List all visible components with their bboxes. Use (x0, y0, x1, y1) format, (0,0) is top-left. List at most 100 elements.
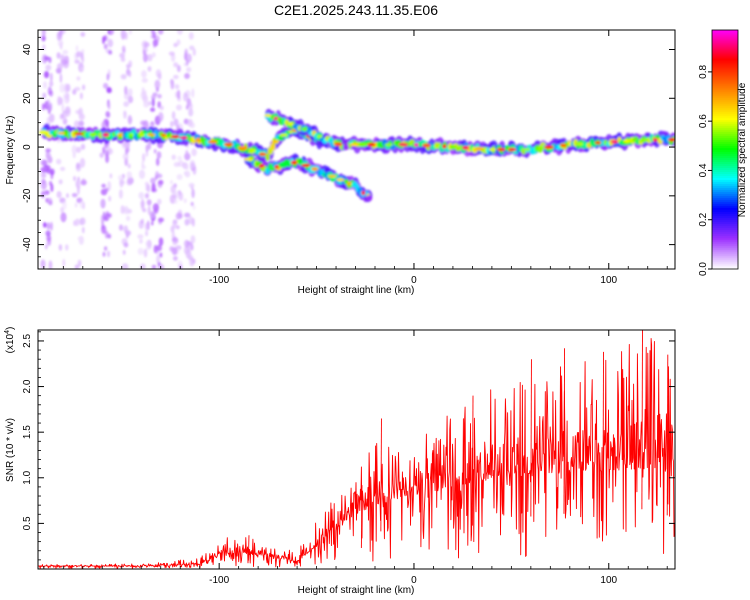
colorbar-segment (712, 267, 738, 270)
noise-speckle (62, 200, 67, 210)
colorbar-segment (712, 181, 738, 184)
noise-speckle (151, 52, 156, 58)
noise-speckle (156, 254, 161, 265)
noise-speckle (77, 259, 82, 267)
ridge-core (652, 137, 658, 142)
colorbar-segment (712, 51, 738, 55)
ridge-core (474, 146, 484, 151)
noise-speckle (76, 162, 80, 169)
colorbar-segment (712, 175, 738, 178)
colorbar-segment (712, 63, 738, 67)
noise-speckle (127, 88, 133, 97)
noise-speckle (125, 233, 129, 239)
ridge-core (358, 143, 369, 147)
noise-speckle (139, 238, 143, 244)
noise-speckle (74, 59, 80, 64)
snr-peak (563, 348, 566, 514)
colorbar-segment (712, 253, 738, 256)
noise-speckle (188, 108, 194, 117)
spectrogram-axes: -100 0 100 40 20 0 -20 -40 (22, 30, 675, 286)
noise-speckle (143, 89, 147, 100)
noise-speckle (105, 154, 109, 164)
noise-speckle (146, 199, 152, 206)
colorbar-segment (712, 121, 738, 125)
snr-peak (247, 535, 250, 561)
noise-speckle (40, 172, 47, 179)
colorbar-segment (712, 39, 738, 43)
colorbar-segment (712, 187, 738, 190)
snr-ylabel: SNR (10 * v/v) (5, 418, 16, 482)
noise-speckle (119, 52, 125, 59)
ridge-core (497, 147, 506, 152)
noise-speckle (106, 250, 111, 258)
noise-speckle (143, 248, 148, 258)
noise-speckle (186, 53, 192, 63)
ridge-core (258, 152, 267, 156)
ridge-core (207, 140, 218, 144)
noise-speckle (171, 154, 176, 160)
noise-speckle (103, 43, 108, 50)
noise-speckle (122, 153, 129, 160)
colorbar-segment (712, 203, 738, 206)
colorbar-segment (712, 137, 738, 141)
noise-speckle (76, 51, 80, 59)
colorbar-segment (712, 183, 738, 186)
snr-ytick-label: 0.5 (22, 516, 33, 530)
ridge-core (384, 143, 393, 147)
noise-speckle (41, 35, 46, 42)
noise-speckle (171, 231, 175, 240)
noise-speckle (42, 44, 46, 51)
snr-xlabel: Height of straight line (km) (298, 585, 415, 596)
noise-speckle (175, 225, 180, 230)
noise-speckle (120, 57, 126, 62)
noise-speckle (101, 183, 106, 188)
noise-speckle (59, 30, 63, 38)
noise-speckle (62, 113, 67, 121)
ridge-core (243, 157, 253, 161)
colorbar-segment (712, 65, 738, 69)
colorbar-segment (712, 37, 738, 41)
ridge-core (488, 148, 497, 151)
colorbar-segment (712, 95, 738, 99)
colorbar-segment (712, 201, 738, 204)
colorbar-segment (712, 141, 738, 145)
colorbar-segment (712, 239, 738, 242)
noise-speckle (48, 260, 53, 269)
colorbar-segment (712, 229, 738, 232)
noise-speckle (119, 179, 125, 186)
noise-speckle (75, 180, 79, 188)
noise-speckle (157, 198, 162, 205)
noise-speckle (185, 249, 192, 259)
noise-speckle (147, 242, 152, 250)
noise-speckle (118, 224, 124, 231)
colorbar-segment (712, 249, 738, 252)
noise-speckle (107, 101, 111, 111)
noise-speckle (105, 121, 110, 128)
ridge-core (117, 133, 123, 137)
noise-speckle (123, 101, 130, 107)
noise-speckle (46, 116, 52, 127)
colorbar-segment (712, 89, 738, 93)
noise-speckle (170, 185, 176, 194)
noise-speckle (178, 213, 183, 219)
noise-speckle (152, 92, 158, 97)
colorbar-segment (712, 217, 738, 220)
colorbar-segment (712, 153, 738, 157)
spectrogram-ytick-label: 40 (22, 44, 33, 56)
noise-speckle (74, 264, 80, 269)
spectrogram-heatmap (39, 30, 675, 269)
noise-speckle (78, 120, 85, 127)
snr-peak (602, 351, 604, 515)
colorbar-segment (712, 103, 738, 107)
noise-speckle (147, 183, 151, 193)
ridge-core (238, 146, 248, 151)
noise-speckle (153, 42, 156, 49)
noise-speckle (73, 220, 77, 226)
noise-speckle (153, 148, 157, 154)
noise-speckle (189, 45, 195, 51)
noise-speckle (45, 64, 52, 71)
noise-speckle (56, 52, 61, 59)
noise-speckle (79, 157, 86, 168)
noise-speckle (189, 159, 196, 169)
